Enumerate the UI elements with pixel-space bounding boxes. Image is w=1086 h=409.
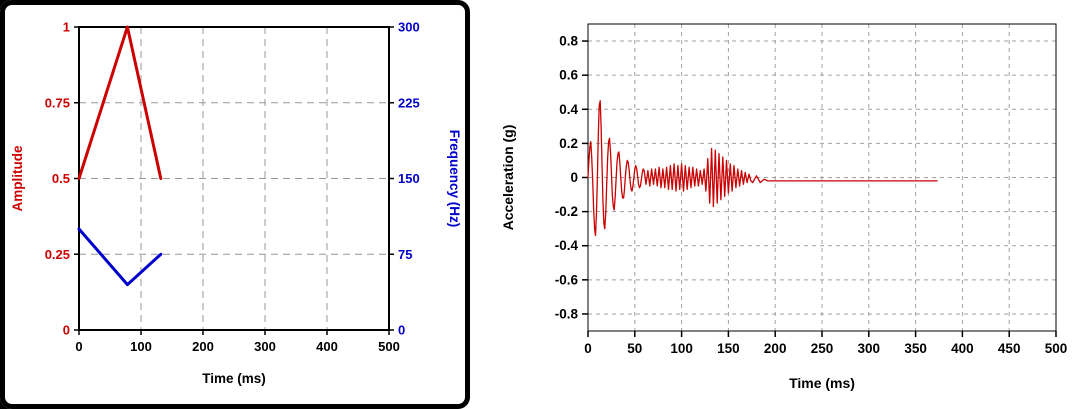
svg-text:250: 250 [811,341,834,356]
svg-text:Amplitude: Amplitude [10,145,25,211]
svg-text:400: 400 [316,339,338,354]
svg-text:0.8: 0.8 [559,34,578,49]
svg-text:150: 150 [717,341,740,356]
acceleration-chart-card: 0 50 100 150 200 250 300 350 400 450 500 -0.8 -0.6 -0… [495,0,1086,409]
svg-text:100: 100 [670,341,693,356]
amplitude-frequency-chart: 0 100 200 300 400 50000.250.50.751Amplitude07… [10,20,462,387]
svg-text:400: 400 [951,341,974,356]
svg-text:300: 300 [254,339,276,354]
svg-text:Time (ms): Time (ms) [202,371,266,386]
svg-text:0.5: 0.5 [52,171,70,186]
svg-text:350: 350 [904,341,927,356]
svg-text:225: 225 [398,95,420,110]
svg-text:0: 0 [398,323,405,338]
svg-text:0.25: 0.25 [45,247,70,262]
svg-text:500: 500 [378,339,400,354]
svg-text:-0.2: -0.2 [555,204,578,219]
svg-text:500: 500 [1045,341,1068,356]
svg-text:0.4: 0.4 [559,102,578,117]
svg-text:Acceleration (g): Acceleration (g) [500,125,516,231]
svg-text:0: 0 [75,339,82,354]
svg-text:200: 200 [192,339,214,354]
svg-text:200: 200 [764,341,787,356]
svg-text:0: 0 [570,170,578,185]
svg-text:150: 150 [398,171,420,186]
svg-text:0.75: 0.75 [45,95,70,110]
svg-text:Frequency (Hz): Frequency (Hz) [447,130,462,228]
svg-text:300: 300 [858,341,881,356]
svg-text:100: 100 [130,339,152,354]
svg-text:-0.8: -0.8 [555,306,579,321]
svg-text:450: 450 [998,341,1021,356]
svg-text:Time (ms): Time (ms) [789,375,855,391]
svg-text:0.6: 0.6 [559,68,578,83]
svg-text:-0.6: -0.6 [555,272,579,287]
svg-text:0: 0 [584,341,592,356]
svg-text:75: 75 [398,247,412,262]
svg-text:-0.4: -0.4 [555,238,579,253]
svg-text:0: 0 [63,323,70,338]
svg-text:50: 50 [627,341,642,356]
svg-text:0.2: 0.2 [559,136,578,151]
acceleration-chart: 0 50 100 150 200 250 300 350 400 450 500 -0.8 -0.6 -0… [500,23,1068,391]
pulse-chart-card: 0 100 200 300 400 500 0 0.25 0.5 0.75 1 Amplitude 0 7… [0,0,470,409]
svg-text:300: 300 [398,20,420,35]
svg-text:1: 1 [63,20,70,35]
